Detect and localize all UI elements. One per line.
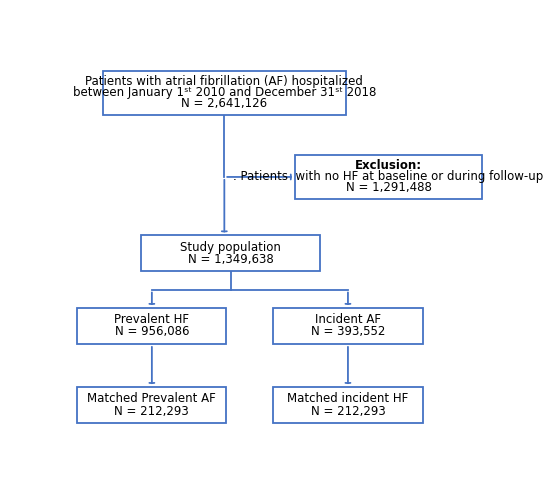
Text: . Patients  with no HF at baseline or during follow-up: . Patients with no HF at baseline or dur… (233, 171, 543, 184)
Text: N = 1,349,638: N = 1,349,638 (188, 253, 273, 266)
Text: N = 393,552: N = 393,552 (311, 325, 385, 338)
Text: Matched incident HF: Matched incident HF (287, 392, 409, 405)
FancyBboxPatch shape (77, 308, 227, 344)
FancyBboxPatch shape (273, 308, 422, 344)
Text: N = 212,293: N = 212,293 (311, 405, 386, 418)
Text: Exclusion:: Exclusion: (355, 160, 422, 173)
Text: Matched Prevalent AF: Matched Prevalent AF (87, 392, 216, 405)
Text: Patients with atrial fibrillation (AF) hospitalized: Patients with atrial fibrillation (AF) h… (85, 75, 363, 88)
Text: Prevalent HF: Prevalent HF (114, 313, 189, 326)
FancyBboxPatch shape (141, 235, 320, 271)
Text: Incident AF: Incident AF (315, 313, 381, 326)
Text: N = 212,293: N = 212,293 (114, 405, 189, 418)
FancyBboxPatch shape (295, 155, 482, 199)
Text: N = 2,641,126: N = 2,641,126 (182, 97, 267, 111)
Text: Study population: Study population (180, 241, 281, 254)
Text: between January 1ˢᵗ 2010 and December 31ˢᵗ 2018: between January 1ˢᵗ 2010 and December 31… (73, 86, 376, 99)
FancyBboxPatch shape (103, 71, 346, 115)
FancyBboxPatch shape (273, 387, 422, 423)
FancyBboxPatch shape (77, 387, 227, 423)
Text: N = 1,291,488: N = 1,291,488 (345, 182, 431, 194)
Text: N = 956,086: N = 956,086 (114, 325, 189, 338)
